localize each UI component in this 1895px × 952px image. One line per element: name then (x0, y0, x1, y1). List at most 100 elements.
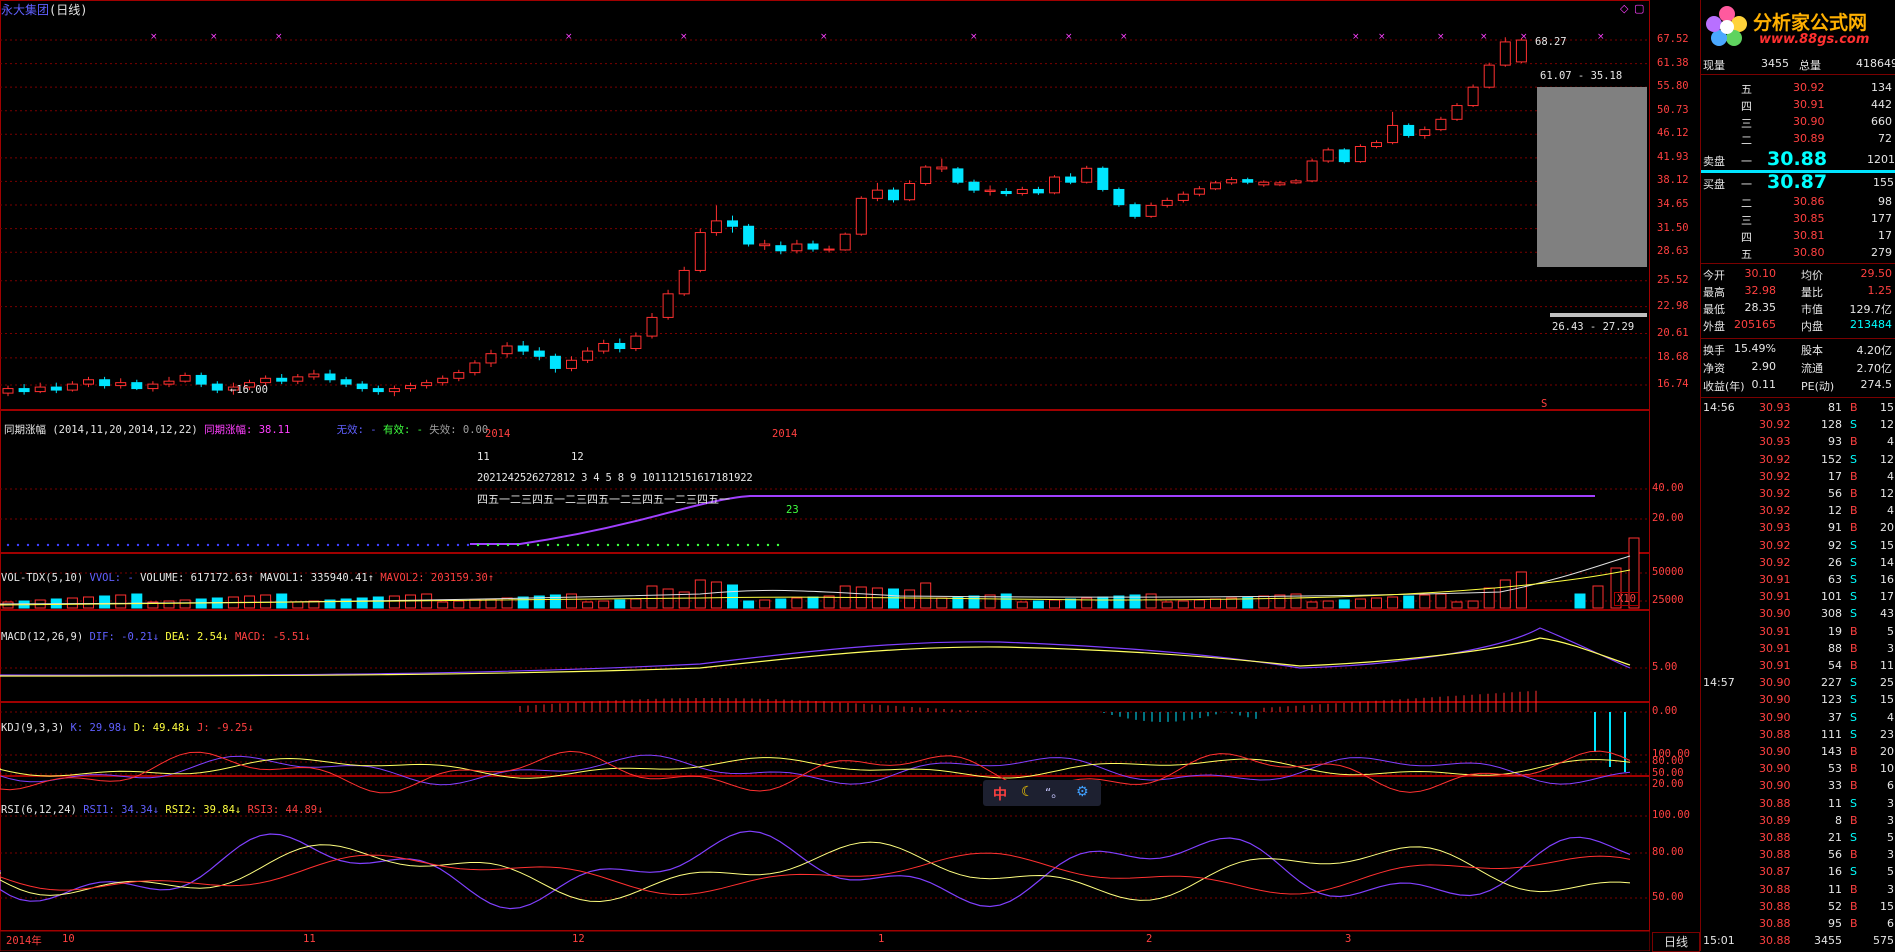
tick-price: 30.87 (1759, 865, 1791, 879)
volume-bar (839, 585, 851, 609)
period-count: 23 (786, 504, 799, 516)
volume-bar (598, 600, 610, 609)
tick-row: 30.92 17 B 4 (1701, 469, 1895, 485)
candle-body (276, 377, 288, 382)
tick-count: 3 (1887, 848, 1894, 862)
tick-row: 14:56 30.93 81 B 15 (1701, 400, 1895, 416)
tick-row: 30.91 88 B 3 (1701, 641, 1895, 657)
volume-bar (1032, 600, 1044, 609)
candle-body (227, 386, 239, 391)
volume-bar (1226, 597, 1238, 609)
period-dot (266, 543, 270, 547)
time-m3: 3 (1345, 933, 1352, 945)
period-month-12: 12 (571, 451, 584, 463)
tick-price: 30.91 (1759, 624, 1791, 638)
zh-button[interactable]: 中 (993, 787, 1007, 803)
macd-dea (0, 637, 1631, 677)
tick-volume: 16 (1828, 865, 1842, 879)
candle-body (372, 388, 384, 393)
kline-chart-area[interactable]: × × × × × × × × × × × × × × × ◇ ▢ 永大集团(日线) 同期涨幅 (2014,11… (0, 0, 1690, 951)
candle-body (598, 342, 610, 352)
period-dot (496, 543, 500, 547)
period-dot (276, 543, 280, 547)
rsi-axis-tick-label: 100.00 (1652, 809, 1690, 821)
period-dot (686, 543, 690, 547)
tick-row: 30.92 12 B 4 (1701, 503, 1895, 519)
candle-body (485, 353, 497, 364)
candle-body (743, 225, 755, 245)
tick-row: 30.90 33 B 6 (1701, 778, 1895, 794)
tick-side: B (1850, 641, 1858, 655)
event-marker-x: × (680, 32, 688, 42)
period-shixiao: 失效: 0.00 (429, 424, 489, 436)
period-dot (426, 543, 430, 547)
tick-side: S (1850, 555, 1857, 569)
candle-body (1451, 105, 1463, 120)
tick-count: 25 (1880, 676, 1894, 690)
tick-volume: 93 (1828, 435, 1842, 449)
volume-bar (1065, 598, 1077, 609)
tick-side: B (1850, 659, 1858, 672)
volume-bar (1193, 599, 1205, 609)
period-dot (736, 543, 740, 547)
tick-side: S (1850, 676, 1857, 690)
event-marker-x: × (970, 32, 978, 42)
chart-canvas[interactable]: × × × × × × × × × × × × × × × ◇ ▢ (0, 0, 1650, 951)
volume-bar (807, 596, 819, 609)
period-dot (726, 543, 730, 547)
moon-icon[interactable]: ☾ (1021, 784, 1034, 800)
volume-bar (1610, 567, 1622, 609)
event-marker-x: × (1437, 32, 1445, 42)
stat2-value: 2.70亿 (1856, 362, 1893, 375)
quote-icon[interactable]: “。 (1045, 786, 1064, 800)
stat-value: 29.50 (1860, 267, 1893, 280)
sell-level: 五 (1741, 83, 1752, 96)
candle-body (1274, 182, 1286, 186)
stat2-label: 净资 (1703, 362, 1725, 375)
tick-side: B (1850, 435, 1858, 449)
tick-side: S (1850, 590, 1857, 604)
volume-bar (710, 581, 722, 609)
candle-body (501, 345, 513, 355)
period-dot (316, 543, 320, 547)
stat2-label: 流通 (1801, 362, 1823, 375)
candle-body (1435, 118, 1447, 131)
volume-bar (549, 594, 561, 609)
volume-bar (179, 599, 191, 609)
tick-volume: 11 (1828, 882, 1842, 896)
tick-price: 30.88 (1759, 934, 1791, 948)
candle-body (775, 245, 787, 252)
tick-side: S (1850, 607, 1857, 621)
candle-body (710, 220, 722, 234)
volume-bar (340, 598, 352, 609)
candle-body (1161, 199, 1173, 206)
candle-body (807, 243, 819, 250)
period-dot (286, 543, 290, 547)
candle-body (66, 383, 78, 391)
tick-count: 5 (1887, 624, 1894, 638)
tick-count: 3 (1887, 641, 1894, 655)
tick-side: B (1850, 882, 1858, 896)
candle-body (340, 379, 352, 385)
gear-icon[interactable]: ⚙ (1076, 784, 1089, 800)
day-period-button[interactable]: 日线 (1652, 932, 1700, 952)
volume-bar (1290, 593, 1302, 609)
volume-bar (437, 601, 449, 609)
tick-side: B (1850, 779, 1858, 793)
volume-bar (453, 600, 465, 609)
tick-volume: 56 (1828, 848, 1842, 862)
time-axis-bar (0, 930, 1650, 951)
period-dot (136, 543, 140, 547)
period-dot (486, 543, 490, 547)
candle-body (759, 243, 771, 247)
volume-bar (888, 588, 899, 609)
tick-row: 14:57 30.90 227 S 25 (1701, 675, 1895, 691)
candle-body (1193, 188, 1205, 195)
price-tick-label: 61.38 (1657, 56, 1689, 69)
sell-vol: 72 (1878, 132, 1892, 145)
rsi-rsi3: RSI3: 44.89↓ (247, 804, 324, 816)
price-tick-label: 41.93 (1657, 150, 1689, 163)
volume-bar (1574, 593, 1586, 609)
ime-toolbar[interactable]: 中 ☾ “。 ⚙ (983, 780, 1101, 806)
candle-body (566, 359, 577, 369)
